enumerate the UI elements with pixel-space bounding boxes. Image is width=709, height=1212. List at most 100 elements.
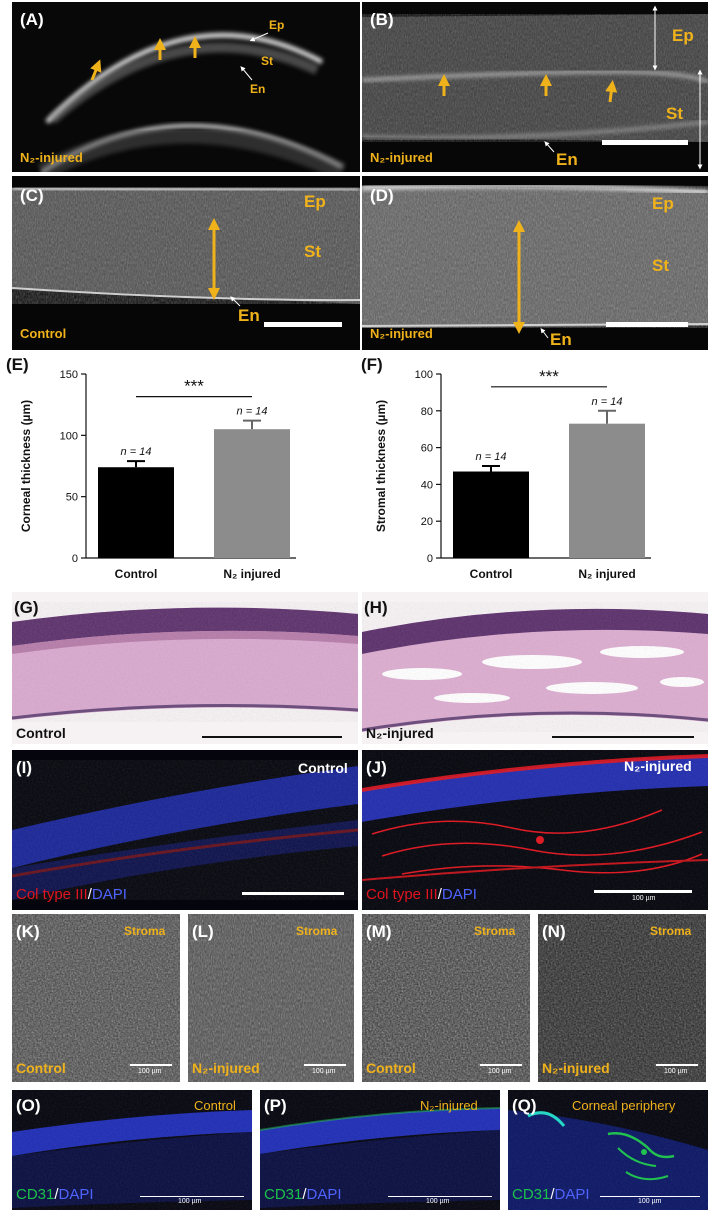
panel-j-condition: N₂-injured: [624, 758, 692, 774]
panel-k-condition: Control: [16, 1060, 66, 1076]
chart-e-panel-label: (E): [6, 355, 29, 374]
he-section-injured: [362, 602, 708, 732]
panel-d-ep-label: Ep: [652, 194, 674, 213]
chart-f-panel-label: (F): [361, 355, 383, 374]
panel-a-condition: N₂-injured: [20, 150, 83, 165]
panel-g-scale-bar: [202, 736, 342, 738]
panel-l-label: (L): [192, 922, 214, 941]
panel-m-scale-text: 100 µm: [488, 1068, 512, 1075]
panel-c-oct-image: (C) Ep St En Control: [12, 176, 360, 350]
chart-e-n-label: n = 14: [121, 446, 152, 458]
chart-f-significance-stars: ***: [539, 367, 559, 386]
panel-h-he-image: (H) N₂-injured: [362, 592, 708, 744]
chart-e-y-tick-label: 0: [72, 553, 78, 565]
chart-e-bar: [214, 429, 290, 558]
chart-f-y-tick-label: 100: [415, 369, 433, 381]
if-col3-injured: [362, 750, 708, 910]
stain-separator: /: [54, 1186, 59, 1203]
panel-k-scale-bar: [130, 1064, 172, 1066]
panel-g-condition: Control: [16, 725, 66, 741]
panel-b-ep-label: Ep: [672, 26, 694, 45]
panel-n-scale-bar: [656, 1064, 698, 1066]
panel-i-scale-bar: [242, 892, 344, 895]
panel-b-condition: N₂-injured: [370, 150, 433, 165]
chart-f-stromal-thickness: (F) 0 20 40 60 80 100 Stromal thickness (µm) n =…: [361, 355, 651, 581]
stain-separator: /: [550, 1186, 555, 1203]
panel-o-if-image: (O) Control CD31/DAPI 100 µm: [12, 1090, 252, 1210]
panel-o-stain-legend: CD31/DAPI: [16, 1186, 94, 1203]
oct-scan-d: [362, 176, 708, 350]
panel-p-if-image: (P) N₂-injured CD31/DAPI 100 µm: [260, 1090, 500, 1210]
he-section-control: [12, 602, 358, 722]
if-cd31-control: [12, 1090, 252, 1210]
panel-a-oct-image: (A) Ep St En N₂-injured: [12, 2, 360, 172]
chart-e-category-label: Control: [115, 567, 158, 581]
if-cd31-periphery: [508, 1090, 708, 1210]
panel-o-scale-text: 100 µm: [178, 1198, 202, 1205]
panel-g-label: (G): [14, 598, 39, 617]
stroma-confocal-control-1: [12, 914, 180, 1082]
panel-h-condition: N₂-injured: [366, 725, 434, 741]
panel-p-scale-text: 100 µm: [426, 1198, 450, 1205]
panel-l-region: Stroma: [296, 924, 338, 938]
chart-f-category-label: Control: [470, 567, 513, 581]
panel-d-scale-bar: [606, 322, 688, 327]
if-cd31-injured: [260, 1090, 500, 1210]
panel-m-condition: Control: [366, 1060, 416, 1076]
stroma-confocal-control-2: [362, 914, 530, 1082]
panel-l-scale-text: 100 µm: [312, 1068, 336, 1075]
panel-g-he-image: (G) Control: [12, 592, 358, 744]
panel-j-stain-legend: Col type III/DAPI: [366, 886, 477, 903]
panel-n-confocal-image: (N) Stroma N₂-injured 100 µm: [538, 914, 706, 1082]
stroma-confocal-injured-2: [538, 914, 706, 1082]
chart-f-y-axis-title: Stromal thickness (µm): [374, 400, 388, 532]
chart-e-y-tick-label: 50: [66, 492, 78, 504]
panel-a-label: (A): [20, 10, 44, 29]
panel-b-scale-bar: [602, 140, 688, 145]
panel-n-region: Stroma: [650, 924, 692, 938]
panel-i-if-image: (I) Control Col type III/DAPI: [12, 750, 358, 910]
panel-q-condition: Corneal periphery: [572, 1098, 676, 1113]
panel-l-confocal-image: (L) Stroma N₂-injured 100 µm: [188, 914, 354, 1082]
panel-c-en-label: En: [238, 306, 260, 325]
panel-q-scale-bar: [600, 1196, 700, 1197]
panel-p-label: (P): [264, 1096, 287, 1115]
panel-l-condition: N₂-injured: [192, 1060, 260, 1076]
stroma-confocal-injured-1: [188, 914, 354, 1082]
panel-j-scale-bar: [594, 890, 692, 893]
panel-n-scale-text: 100 µm: [664, 1068, 688, 1075]
chart-f-y-tick-label: 40: [421, 479, 433, 491]
chart-f-bar: [569, 423, 645, 558]
panel-n-condition: N₂-injured: [542, 1060, 610, 1076]
chart-e-corneal-thickness: (E) 0 50 100 150 Corneal thickness (µm) n = 14…: [6, 355, 296, 581]
chart-e-bar: [98, 467, 174, 558]
panel-i-condition: Control: [298, 760, 348, 776]
oct-scan-b: [362, 2, 708, 172]
stain-separator: /: [87, 886, 92, 903]
panel-h-scale-bar: [552, 736, 694, 738]
dapi-stain-label: DAPI: [91, 886, 127, 903]
chart-f-n-label: n = 14: [592, 396, 623, 408]
panel-m-label: (M): [366, 922, 392, 941]
chart-e-n-label: n = 14: [237, 406, 268, 418]
panel-d-label: (D): [370, 186, 394, 205]
panel-c-label: (C): [20, 186, 44, 205]
panel-k-scale-text: 100 µm: [138, 1068, 162, 1075]
panel-b-label: (B): [370, 10, 394, 29]
panel-d-st-label: St: [652, 256, 669, 275]
col3-stain-label: Col type III: [366, 886, 438, 903]
panel-p-scale-bar: [388, 1196, 492, 1197]
panel-p-stain-legend: CD31/DAPI: [264, 1186, 342, 1203]
panel-d-en-label: En: [550, 330, 572, 349]
panel-k-label: (K): [16, 922, 40, 941]
stain-separator: /: [302, 1186, 307, 1203]
cd31-stain-label: CD31: [264, 1186, 303, 1203]
chart-f-y-tick-label: 20: [421, 516, 433, 528]
panel-a-en-label: En: [250, 82, 266, 96]
panel-m-region: Stroma: [474, 924, 516, 938]
panel-q-label: (Q): [512, 1096, 537, 1115]
chart-f-category-label: N₂ injured: [578, 567, 635, 581]
panel-q-if-image: (Q) Corneal periphery CD31/DAPI 100 µm: [508, 1090, 708, 1210]
dapi-stain-label: DAPI: [306, 1186, 342, 1203]
panel-j-scale-text: 100 µm: [632, 895, 656, 902]
